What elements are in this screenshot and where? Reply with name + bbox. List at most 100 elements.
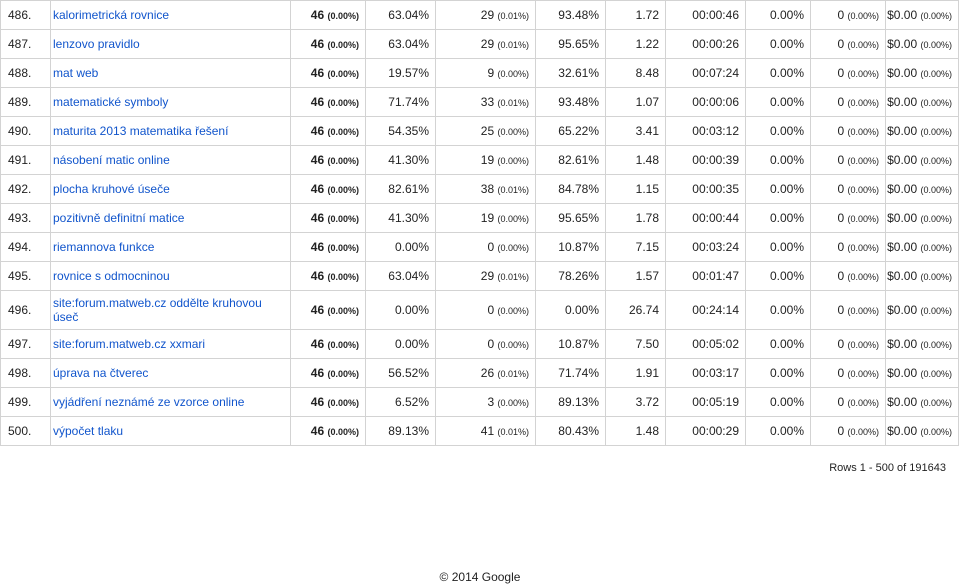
revenue-value: $0.00 (887, 302, 918, 317)
pages-per-session: 7.15 (605, 232, 666, 262)
transactions-cell: 0 (0.00%) (810, 387, 886, 417)
bounce-rate: 10.87% (535, 329, 606, 359)
revenue-percent: (0.00%) (920, 126, 952, 137)
revenue-value: $0.00 (887, 336, 918, 351)
keyword-text[interactable]: násobení matic online (53, 153, 170, 167)
pages-per-session: 26.74 (605, 290, 666, 330)
table-row: 489. matematické symboly 46 (0.00%) 71.74% 3… (0, 87, 959, 117)
bounce-rate: 82.61% (535, 145, 606, 175)
pages-per-session: 1.22 (605, 29, 666, 59)
sessions-value: 46 (310, 210, 325, 225)
keyword-link[interactable]: pozitivně definitní matice (50, 203, 291, 233)
new-sessions-percent: 54.35% (365, 116, 436, 146)
bounce-rate: 95.65% (535, 29, 606, 59)
keyword-text[interactable]: matematické symboly (53, 95, 169, 109)
transactions-value: 0 (837, 94, 845, 109)
revenue-cell: $0.00 (0.00%) (885, 261, 959, 291)
avg-session-duration: 00:00:46 (665, 0, 746, 30)
new-users-value: 0 (487, 336, 495, 351)
keyword-link[interactable]: mat web (50, 58, 291, 88)
revenue-value: $0.00 (887, 123, 918, 138)
keyword-link[interactable]: riemannova funkce (50, 232, 291, 262)
keyword-text[interactable]: site:forum.matweb.cz xxmari (53, 337, 206, 351)
avg-session-duration: 00:00:44 (665, 203, 746, 233)
keyword-link[interactable]: plocha kruhové úseče (50, 174, 291, 204)
keyword-link[interactable]: lenzovo pravidlo (50, 29, 291, 59)
keyword-text[interactable]: rovnice s odmocninou (53, 269, 170, 283)
transactions-percent: (0.00%) (847, 213, 879, 224)
transactions-percent: (0.00%) (847, 339, 879, 350)
transactions-cell: 0 (0.00%) (810, 174, 886, 204)
new-sessions-percent: 41.30% (365, 145, 436, 175)
sessions-value: 46 (310, 394, 325, 409)
keyword-text[interactable]: kalorimetrická rovnice (53, 8, 170, 22)
bounce-rate: 10.87% (535, 232, 606, 262)
keyword-link[interactable]: násobení matic online (50, 145, 291, 175)
new-users-percent: (0.00%) (497, 126, 529, 137)
keyword-text[interactable]: vyjádření neznámé ze vzorce online (53, 395, 245, 409)
bounce-rate: 93.48% (535, 87, 606, 117)
keyword-link[interactable]: výpočet tlaku (50, 416, 291, 446)
new-users-percent: (0.01%) (497, 10, 529, 21)
keyword-link[interactable]: vyjádření neznámé ze vzorce online (50, 387, 291, 417)
new-users-value: 9 (487, 65, 495, 80)
pages-per-session: 3.41 (605, 116, 666, 146)
revenue-percent: (0.00%) (920, 271, 952, 282)
keyword-text[interactable]: plocha kruhové úseče (53, 182, 170, 196)
keyword-link[interactable]: maturita 2013 matematika řešení (50, 116, 291, 146)
transactions-value: 0 (837, 181, 845, 196)
keyword-link[interactable]: site:forum.matweb.cz oddělte kruhovou ús… (50, 290, 291, 330)
transactions-percent: (0.00%) (847, 184, 879, 195)
new-users-percent: (0.00%) (497, 213, 529, 224)
revenue-percent: (0.00%) (920, 155, 952, 166)
transactions-cell: 0 (0.00%) (810, 0, 886, 30)
row-index: 487. (0, 29, 51, 59)
sessions-value: 46 (310, 239, 325, 254)
keyword-link[interactable]: úprava na čtverec (50, 358, 291, 388)
table-row: 495. rovnice s odmocninou 46 (0.00%) 63.04%… (0, 261, 959, 291)
new-sessions-percent: 0.00% (365, 232, 436, 262)
keyword-link[interactable]: matematické symboly (50, 87, 291, 117)
keyword-text[interactable]: lenzovo pravidlo (53, 37, 140, 51)
bounce-rate: 65.22% (535, 116, 606, 146)
new-users-cell: 0 (0.00%) (435, 329, 536, 359)
row-index: 496. (0, 290, 51, 330)
new-users-percent: (0.01%) (497, 184, 529, 195)
transactions-percent: (0.00%) (847, 39, 879, 50)
new-users-percent: (0.01%) (497, 426, 529, 437)
conversion-rate: 0.00% (745, 29, 811, 59)
keyword-text[interactable]: maturita 2013 matematika řešení (53, 124, 229, 138)
keyword-text[interactable]: pozitivně definitní matice (53, 211, 185, 225)
keyword-link[interactable]: kalorimetrická rovnice (50, 0, 291, 30)
revenue-value: $0.00 (887, 394, 918, 409)
keyword-text[interactable]: mat web (53, 66, 99, 80)
conversion-rate: 0.00% (745, 174, 811, 204)
keyword-text[interactable]: riemannova funkce (53, 240, 155, 254)
table-row: 492. plocha kruhové úseče 46 (0.00%) 82.61%… (0, 174, 959, 204)
bounce-rate: 32.61% (535, 58, 606, 88)
table-row: 488. mat web 46 (0.00%) 19.57% 9 (0.00%) 32.6… (0, 58, 959, 88)
keyword-text[interactable]: úprava na čtverec (53, 366, 149, 380)
table-row: 486. kalorimetrická rovnice 46 (0.00%) 63.0… (0, 0, 959, 30)
revenue-cell: $0.00 (0.00%) (885, 203, 959, 233)
revenue-percent: (0.00%) (920, 97, 952, 108)
bounce-rate: 80.43% (535, 416, 606, 446)
sessions-percent: (0.00%) (327, 213, 359, 224)
keyword-text[interactable]: výpočet tlaku (53, 424, 124, 438)
avg-session-duration: 00:05:19 (665, 387, 746, 417)
new-sessions-percent: 6.52% (365, 387, 436, 417)
revenue-cell: $0.00 (0.00%) (885, 116, 959, 146)
keyword-text[interactable]: site:forum.matweb.cz oddělte kruhovou ús… (53, 296, 262, 324)
revenue-value: $0.00 (887, 423, 918, 438)
sessions-value: 46 (310, 65, 325, 80)
revenue-cell: $0.00 (0.00%) (885, 29, 959, 59)
pages-per-session: 1.78 (605, 203, 666, 233)
keyword-link[interactable]: rovnice s odmocninou (50, 261, 291, 291)
transactions-percent: (0.00%) (847, 305, 879, 316)
new-users-percent: (0.00%) (497, 242, 529, 253)
revenue-percent: (0.00%) (920, 397, 952, 408)
keyword-link[interactable]: site:forum.matweb.cz xxmari (50, 329, 291, 359)
transactions-cell: 0 (0.00%) (810, 416, 886, 446)
sessions-cell: 46 (0.00%) (290, 145, 366, 175)
new-sessions-percent: 0.00% (365, 329, 436, 359)
